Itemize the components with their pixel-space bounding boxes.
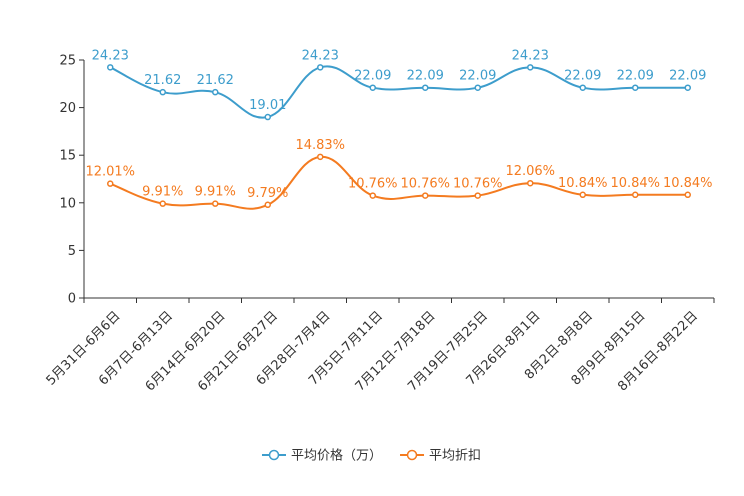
data-point[interactable]: [422, 192, 429, 199]
data-label: 22.09: [564, 69, 601, 84]
data-label: 10.76%: [453, 177, 503, 192]
legend-swatch-marker: [268, 449, 280, 461]
data-point[interactable]: [369, 84, 376, 91]
data-point[interactable]: [422, 84, 429, 91]
data-point[interactable]: [107, 64, 114, 71]
y-tick-label: 10: [59, 196, 76, 211]
data-point[interactable]: [159, 200, 166, 207]
y-tick-label: 20: [59, 101, 76, 116]
data-label: 9.79%: [247, 186, 288, 201]
data-point[interactable]: [212, 200, 219, 207]
data-label: 10.76%: [348, 177, 398, 192]
data-point[interactable]: [212, 88, 219, 96]
data-label: 22.09: [354, 69, 391, 84]
data-label: 12.06%: [505, 164, 555, 179]
legend[interactable]: 平均价格（万） 平均折扣: [262, 448, 481, 464]
data-label: 10.84%: [663, 176, 713, 191]
data-point[interactable]: [474, 84, 481, 91]
data-label: 19.01: [249, 98, 286, 113]
data-point[interactable]: [369, 192, 376, 199]
data-point[interactable]: [684, 84, 691, 91]
data-label: 14.83%: [295, 138, 345, 153]
y-tick-label: 15: [59, 149, 76, 164]
data-point[interactable]: [579, 84, 586, 91]
data-point[interactable]: [579, 191, 586, 199]
y-tick-label: 0: [68, 292, 76, 307]
data-label: 24.23: [92, 48, 129, 63]
y-tick-label: 5: [68, 244, 76, 259]
data-label: 22.09: [617, 69, 654, 84]
series-2: 12.01%9.91% 9.91% 9.79%14.83%10.76% 10.76% 1…: [85, 138, 713, 210]
data-label: 9.91%: [195, 185, 236, 200]
data-label: 22.09: [669, 69, 706, 84]
data-label: 22.09: [459, 69, 496, 84]
data-point[interactable]: [264, 201, 271, 209]
data-label: 10.76%: [400, 177, 450, 192]
data-label: 9.91%: [142, 185, 183, 200]
data-point[interactable]: [159, 88, 166, 96]
data-point[interactable]: [632, 191, 639, 199]
data-label: 21.62: [144, 73, 181, 88]
data-point[interactable]: [317, 153, 324, 161]
data-label: 10.84%: [558, 176, 608, 191]
legend-label: 平均折扣: [429, 449, 481, 464]
data-label: 24.23: [512, 48, 549, 63]
data-point[interactable]: [264, 113, 271, 121]
legend-item-1[interactable]: 平均价格（万）: [262, 448, 382, 464]
data-point[interactable]: [527, 179, 534, 187]
data-point[interactable]: [107, 180, 114, 187]
data-label: 24.23: [302, 48, 339, 63]
series-1: 24.23 21.62 21.62 19.01 24.23 22.09 22.09 22.09…: [92, 48, 706, 121]
data-point[interactable]: [632, 84, 639, 91]
series-layer: 24.23 21.62 21.62 19.01 24.23 22.09 22.09 22.09…: [85, 48, 713, 210]
legend-label: 平均价格（万）: [291, 448, 382, 464]
legend-item-2[interactable]: 平均折扣: [400, 449, 481, 464]
data-label: 10.84%: [610, 176, 660, 191]
data-label: 12.01%: [85, 165, 135, 180]
data-point[interactable]: [474, 192, 481, 199]
data-point[interactable]: [527, 64, 534, 71]
legend-swatch-marker: [406, 449, 418, 461]
data-point[interactable]: [317, 64, 324, 71]
data-point[interactable]: [684, 191, 691, 199]
data-label: 21.62: [197, 73, 234, 88]
y-tick-label: 25: [59, 54, 76, 69]
axes: 05101520255月31日-6月6日6月7日-6月13日6月14日-6月20…: [44, 54, 715, 394]
data-label: 22.09: [407, 69, 444, 84]
